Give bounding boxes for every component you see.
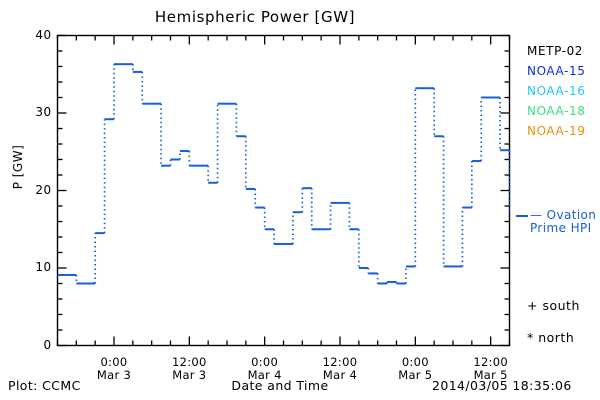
x-tick-label: 0:00 Mar 5 bbox=[375, 354, 455, 382]
legend-symbol-glyph: + bbox=[527, 298, 538, 313]
legend-item-metp-02: METP-02 bbox=[527, 44, 584, 58]
x-tick-date: Mar 3 bbox=[172, 367, 207, 382]
x-tick-label: 0:00 Mar 4 bbox=[225, 354, 305, 382]
legend-item-noaa-16: NOAA-16 bbox=[527, 84, 586, 98]
x-tick-label: 12:00 Mar 4 bbox=[300, 354, 380, 382]
x-tick-label: 12:00 Mar 3 bbox=[149, 354, 229, 382]
y-tick-label: 0 bbox=[43, 337, 52, 352]
x-tick-time: 0:00 bbox=[401, 354, 429, 369]
y-tick-label: 10 bbox=[35, 260, 52, 274]
x-tick-date: Mar 3 bbox=[96, 367, 132, 382]
ovation-legend-line2: Prime HPI bbox=[530, 221, 592, 235]
plot-frame bbox=[56, 34, 511, 347]
ovation-legend-label: — Ovation Prime HPI bbox=[530, 209, 596, 235]
x-tick-date: Mar 4 bbox=[322, 367, 358, 382]
x-tick-time: 12:00 bbox=[172, 354, 207, 369]
data-series-ovation-prime-hpi bbox=[57, 63, 511, 285]
x-tick-label: 0:00 Mar 3 bbox=[74, 354, 154, 382]
y-axis-ticks bbox=[57, 34, 510, 347]
plot-credit: Plot: CCMC bbox=[8, 378, 81, 393]
y-tick-label: 30 bbox=[35, 105, 52, 119]
x-tick-time: 0:00 bbox=[100, 354, 128, 369]
ovation-legend-line1: — Ovation bbox=[530, 208, 597, 222]
legend-symbol-north: * north bbox=[527, 330, 574, 345]
y-tick-label: 40 bbox=[35, 27, 52, 42]
legend-symbol-south: + south bbox=[527, 298, 580, 313]
x-tick-time: 0:00 bbox=[251, 354, 279, 369]
legend-symbol-glyph: * bbox=[527, 330, 534, 345]
y-tick-label: 20 bbox=[35, 182, 52, 197]
timestamp: 2014/03/05 18:35:06 bbox=[432, 378, 572, 393]
x-tick-time: 12:00 bbox=[322, 354, 358, 369]
x-tick-label: 12:00 Mar 5 bbox=[451, 354, 531, 382]
x-tick-time: 12:00 bbox=[473, 354, 508, 369]
legend-item-noaa-15: NOAA-15 bbox=[527, 64, 586, 78]
legend-item-noaa-18: NOAA-18 bbox=[527, 104, 586, 118]
legend-symbol-label: north bbox=[533, 330, 575, 345]
page-title: Hemispheric Power [GW] bbox=[154, 8, 356, 26]
x-axis-label: Date and Time bbox=[231, 378, 329, 393]
ovation-legend-line-marker bbox=[516, 215, 528, 217]
legend-item-noaa-19: NOAA-19 bbox=[527, 124, 586, 138]
x-tick-date: Mar 5 bbox=[398, 367, 433, 382]
x-tick-date: Mar 4 bbox=[247, 367, 282, 382]
x-tick-date: Mar 5 bbox=[473, 367, 508, 382]
x-axis-ticks bbox=[56, 35, 511, 346]
legend-symbol-label: south bbox=[537, 298, 580, 313]
